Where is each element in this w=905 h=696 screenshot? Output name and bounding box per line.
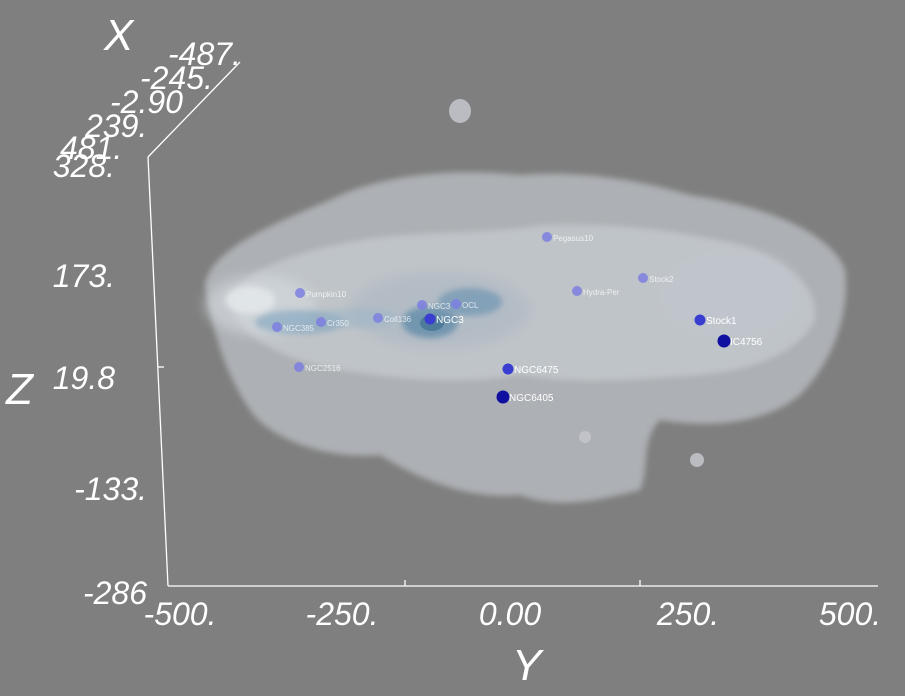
cluster-point-label: Pegasus10 (553, 234, 594, 243)
cluster-point[interactable] (295, 288, 305, 298)
cluster-point-label: Stock2 (649, 275, 674, 284)
cluster-point-label: OCL (462, 301, 479, 310)
cluster-point[interactable] (417, 300, 427, 310)
x-tick-label: 239. (85, 108, 148, 144)
cluster-point-label: NGC2516 (305, 364, 341, 373)
cluster-point-label: Coll136 (384, 315, 412, 324)
cluster-point[interactable] (638, 273, 648, 283)
y-tick-label: 0.00 (478, 596, 542, 632)
z-tick-label: -286 (82, 575, 147, 611)
cluster-point-label: Hydra-Per (583, 288, 620, 297)
y-tick-label: -250. (305, 596, 379, 632)
cluster-point-label: NGC385 (283, 324, 315, 333)
cluster-point[interactable] (502, 363, 514, 375)
x-axis-line (147, 61, 241, 158)
cluster-point-label: Pumpkin10 (306, 290, 347, 299)
cluster-point[interactable] (272, 322, 282, 332)
x-tick-label: -2.90 (110, 84, 183, 120)
z-tick-label: 173. (52, 258, 115, 294)
z-axis-line (147, 156, 169, 587)
cluster-point-label: Cr350 (327, 319, 349, 328)
cluster-point-label: NGC3 (428, 302, 451, 311)
cluster-point[interactable] (572, 286, 582, 296)
x-axis-title: X (104, 11, 134, 60)
cluster-point-label: NGC6405 (509, 393, 554, 404)
axis-lines (147, 61, 878, 587)
cluster-point[interactable] (496, 390, 510, 404)
cluster-point[interactable] (694, 314, 706, 326)
cluster-point-label: Stock1 (706, 316, 737, 327)
cluster-points (272, 232, 731, 404)
x-tick-label: 481. (60, 130, 123, 166)
cluster-point-label: NGC6475 (514, 365, 559, 376)
isosurface-fragments (449, 99, 704, 467)
y-tick-label: 250. (656, 596, 720, 632)
x-tick-label: -245. (140, 60, 213, 96)
cluster-point[interactable] (424, 313, 436, 325)
z-tick-label: -133. (74, 471, 147, 507)
cluster-point[interactable] (717, 334, 731, 348)
cluster-point[interactable] (373, 313, 383, 323)
cluster-point[interactable] (542, 232, 552, 242)
y-tick-label: 500. (818, 596, 882, 632)
z-tick-label: 328. (52, 148, 115, 184)
z-axis-title: Z (6, 365, 33, 414)
cluster-point[interactable] (316, 317, 326, 327)
y-axis-title: Y (512, 641, 542, 690)
cluster-point[interactable] (294, 362, 304, 372)
cluster-point-label: NGC3 (436, 315, 464, 326)
cluster-labels: Pumpkin10 Pegasus10 Stock2 Hydra-Per NGC3 OCL… (283, 234, 763, 404)
y-tick-label: -500. (143, 596, 217, 632)
cluster-point-label: IC4756 (730, 337, 763, 348)
cluster-point[interactable] (451, 299, 461, 309)
z-tick-label: 19.8 (52, 360, 115, 396)
x-tick-label: -487. (168, 36, 241, 72)
